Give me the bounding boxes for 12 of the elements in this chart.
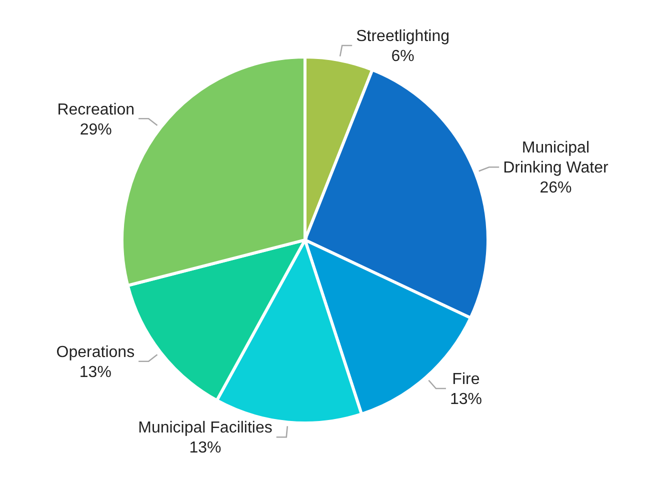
slice-label: Municipal Facilities — [138, 420, 272, 437]
slice-label: Recreation — [57, 101, 135, 118]
slice-label: Fire — [452, 371, 480, 388]
data-label: 6% — [391, 48, 414, 66]
slice-label: Streetlighting — [356, 28, 450, 46]
slice-label: Municipal Drinking Water — [503, 140, 609, 177]
data-label: 13% — [450, 391, 482, 408]
slice-label: Operations — [56, 344, 135, 361]
data-label: 13% — [79, 364, 112, 381]
data-label: 26% — [540, 180, 572, 197]
data-label: 29% — [80, 121, 112, 138]
data-label: 13% — [189, 440, 222, 457]
